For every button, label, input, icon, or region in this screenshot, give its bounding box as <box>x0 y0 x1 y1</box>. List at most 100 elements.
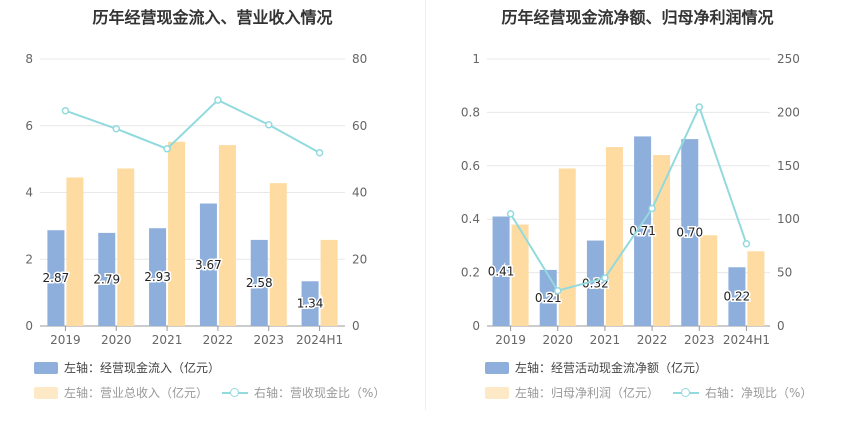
bar-net-operating-cash <box>728 267 746 326</box>
chart-plot-area: 0 0 0.2 50 0.4 100 0.6 150 0.8 200 1 250 2019 2020 202… <box>461 52 800 347</box>
legend-item-revenue[interactable]: 左轴：营业总收入（亿元） <box>34 384 208 401</box>
ratio-point <box>601 274 609 282</box>
bar-net-operating-cash <box>492 216 510 326</box>
legend-row-1: 左轴：经营现金流入（亿元） <box>34 359 234 376</box>
x-axis-tick-label: 2019 <box>50 333 81 347</box>
bar-swatch-icon <box>34 361 58 374</box>
left-axis-tick: 0.2 <box>461 266 480 280</box>
right-axis-tick: 60 <box>352 119 367 133</box>
bar-net-operating-cash <box>634 136 652 326</box>
right-axis-tick: 200 <box>777 105 800 119</box>
bar-data-label: 3.67 <box>195 258 222 272</box>
x-axis-tick-label: 2024H1 <box>296 333 343 347</box>
bar-cash-inflow <box>47 230 65 326</box>
legend-row-2: 左轴：归母净利润（亿元） 右轴：净现比（%） <box>485 384 826 401</box>
right-axis-tick: 100 <box>777 212 800 226</box>
right-axis-tick: 40 <box>352 186 367 200</box>
right-axis-tick: 0 <box>777 319 785 333</box>
left-axis-tick: 1 <box>472 52 480 66</box>
legend-item-revenue-cash-ratio[interactable]: 右轴：营收现金比（%） <box>222 384 385 401</box>
ratio-point <box>315 149 324 157</box>
ratio-line <box>509 104 748 292</box>
legend-item-net-operating-cash[interactable]: 左轴：经营活动现金流净额（亿元） <box>485 359 707 376</box>
bar-data-label: 0.41 <box>488 264 515 278</box>
bar-revenue <box>117 168 135 326</box>
panel-divider <box>425 0 426 410</box>
left-axis-tick: 0 <box>472 319 480 333</box>
bar-swatch-icon <box>485 386 509 399</box>
x-axis-tick-label: 2021 <box>590 333 621 347</box>
left-axis-tick: 8 <box>25 52 33 66</box>
left-axis-tick: 0.8 <box>461 105 480 119</box>
right-axis-tick: 150 <box>777 159 800 173</box>
bar-cash-inflow <box>98 232 116 326</box>
ratio-point <box>163 145 171 153</box>
ratio-point <box>506 210 515 218</box>
x-axis-tick-label: 2020 <box>101 333 132 347</box>
x-axis-tick-label: 2019 <box>495 333 526 347</box>
left-axis-tick: 6 <box>25 119 33 133</box>
ratio-point <box>61 106 70 115</box>
x-axis-tick-label: 2023 <box>684 333 715 347</box>
bar-net-profit <box>605 147 623 326</box>
ratio-point <box>265 120 273 129</box>
bar-revenue <box>269 183 287 326</box>
legend-label: 左轴：归母净利润（亿元） <box>515 386 660 400</box>
legend-label: 左轴：经营现金流入（亿元） <box>64 361 221 375</box>
line-swatch-icon <box>222 387 249 399</box>
bar-data-label: 0.22 <box>724 290 751 304</box>
bar-data-label: 0.70 <box>676 226 703 240</box>
bar-revenue <box>168 141 186 326</box>
bar-data-label: 2.87 <box>43 271 70 285</box>
legend-item-cash-inflow[interactable]: 左轴：经营现金流入（亿元） <box>34 359 220 376</box>
legend-row-2: 左轴：营业总收入（亿元） 右轴：营收现金比（%） <box>34 384 399 401</box>
legend-label: 右轴：营收现金比（%） <box>254 386 386 400</box>
legend-item-cash-profit-ratio[interactable]: 右轴：净现比（%） <box>673 384 812 401</box>
ratio-line <box>65 98 321 154</box>
legend-item-net-profit[interactable]: 左轴：归母净利润（亿元） <box>485 384 659 401</box>
bar-cash-inflow <box>301 281 319 326</box>
bar-data-label: 1.34 <box>297 297 324 311</box>
bar-data-label: 2.79 <box>93 272 120 286</box>
line-swatch-icon <box>673 387 700 399</box>
bar-cash-inflow <box>199 203 217 326</box>
ratio-point <box>648 204 656 213</box>
left-axis-tick: 0 <box>25 319 33 333</box>
ratio-point <box>695 103 703 111</box>
bar-swatch-icon <box>34 386 58 399</box>
x-axis-tick-label: 2023 <box>253 333 284 347</box>
bar-data-label: 2.58 <box>246 276 273 290</box>
ratio-point <box>554 287 562 295</box>
bar-net-operating-cash <box>681 139 699 326</box>
ratio-point <box>214 96 222 104</box>
x-axis-tick-label: 2022 <box>203 333 234 347</box>
chart-title: 历年经营现金流入、营业收入情况 <box>92 8 333 27</box>
legend-row-1: 左轴：经营活动现金流净额（亿元） <box>485 359 721 376</box>
net-cash-flow-profit-chart: 历年经营现金流净额、归母净利润情况 0 0 0.2 50 0.4 100 0.6 150 0.8… <box>425 0 850 437</box>
legend-label: 右轴：净现比（%） <box>705 386 813 400</box>
right-axis-tick: 80 <box>352 52 367 66</box>
bar-net-operating-cash <box>586 240 604 326</box>
bar-cash-inflow <box>149 228 167 326</box>
bar-swatch-icon <box>485 361 509 374</box>
right-axis-tick: 20 <box>352 252 367 266</box>
x-axis-tick-label: 2020 <box>542 333 573 347</box>
left-axis-tick: 2 <box>25 252 33 266</box>
x-axis-tick-label: 2021 <box>152 333 183 347</box>
bar-net-profit <box>700 235 718 326</box>
bar-cash-inflow <box>250 239 268 326</box>
right-axis-tick: 250 <box>777 52 800 66</box>
bar-revenue <box>66 177 84 326</box>
chart-title: 历年经营现金流净额、归母净利润情况 <box>501 8 774 27</box>
bar-net-profit <box>511 224 529 326</box>
bar-net-profit <box>747 251 765 326</box>
right-axis-tick: 0 <box>352 319 360 333</box>
bar-data-label: 0.71 <box>629 224 656 238</box>
cash-inflow-revenue-chart: 历年经营现金流入、营业收入情况 0 0 2 20 4 40 6 60 8 80 2019 2020 20… <box>25 8 399 401</box>
x-axis-tick-label: 2022 <box>637 333 668 347</box>
legend-label: 左轴：营业总收入（亿元） <box>64 386 209 400</box>
left-axis-tick: 0.4 <box>461 212 480 226</box>
legend-label: 左轴：经营活动现金流净额（亿元） <box>515 361 708 375</box>
ratio-point <box>742 240 751 248</box>
